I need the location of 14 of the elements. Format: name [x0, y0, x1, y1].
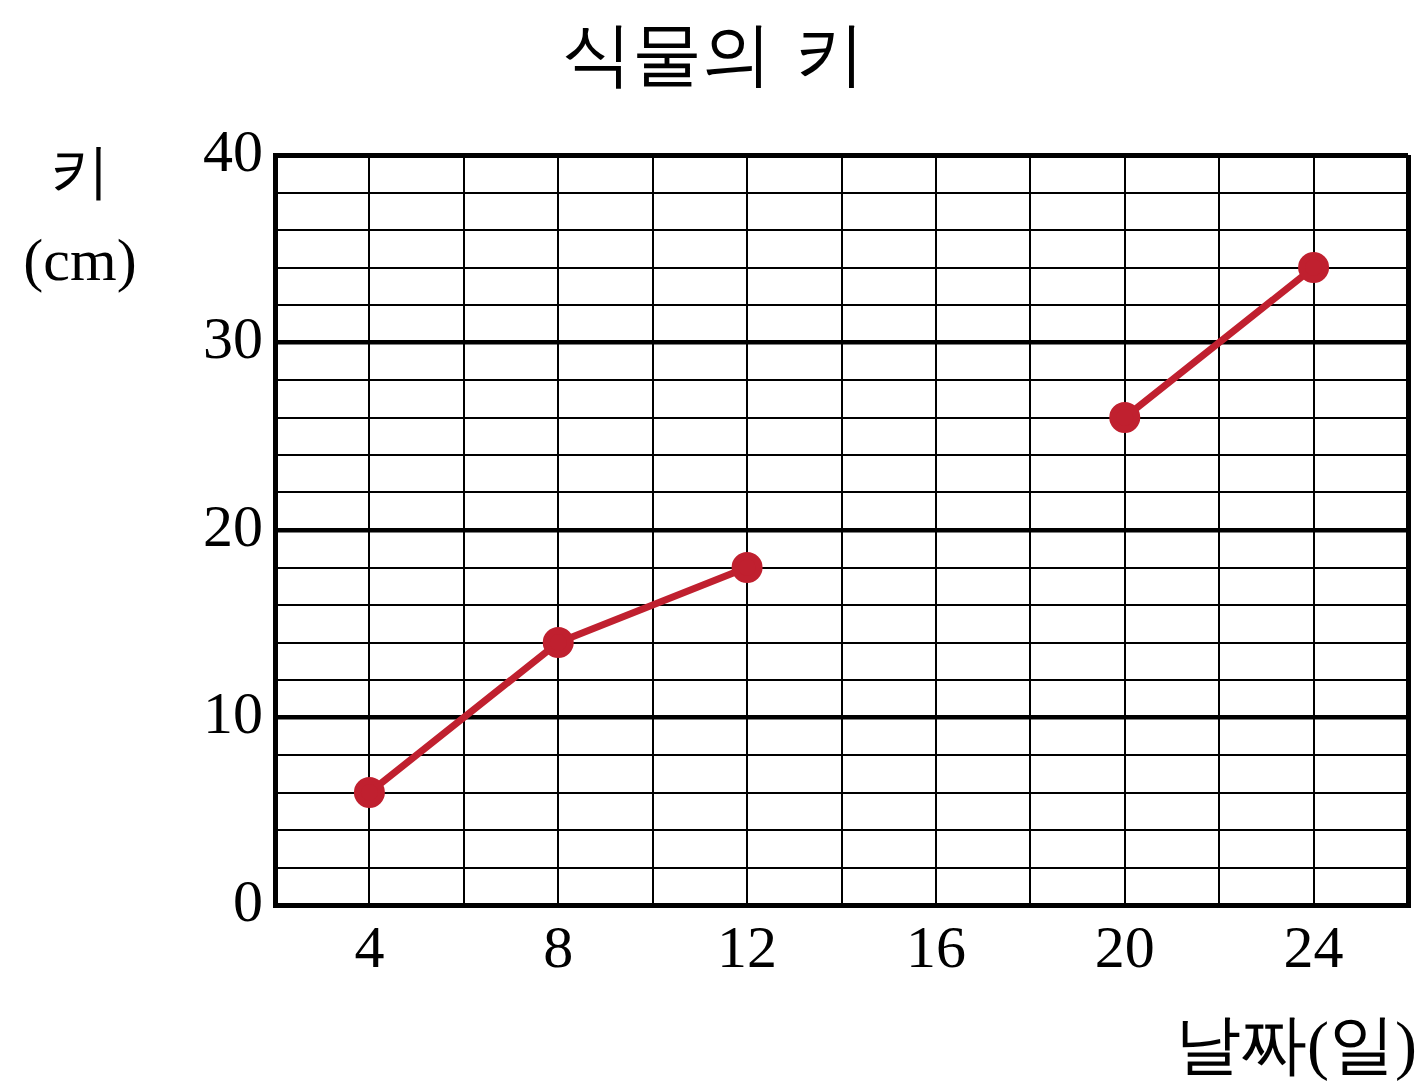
- chart-title: 식물의 키: [561, 12, 866, 97]
- x-tick-label: 16: [905, 913, 966, 980]
- y-tick-label: 30: [203, 305, 263, 372]
- x-tick-label: 24: [1283, 913, 1344, 980]
- x-tick-label: 8: [543, 913, 574, 980]
- y-tick-label: 10: [203, 680, 263, 747]
- y-axis-title: 키 (cm): [22, 138, 138, 295]
- x-axis-title: 날짜(일): [1175, 1007, 1417, 1083]
- x-tick-label: 20: [1094, 913, 1155, 980]
- y-tick-label: 20: [203, 492, 263, 559]
- y-tick-label: 40: [203, 117, 263, 184]
- y-tick-label: 0: [233, 867, 263, 934]
- x-tick-label: 4: [354, 913, 385, 980]
- x-tick-label: 12: [717, 913, 778, 980]
